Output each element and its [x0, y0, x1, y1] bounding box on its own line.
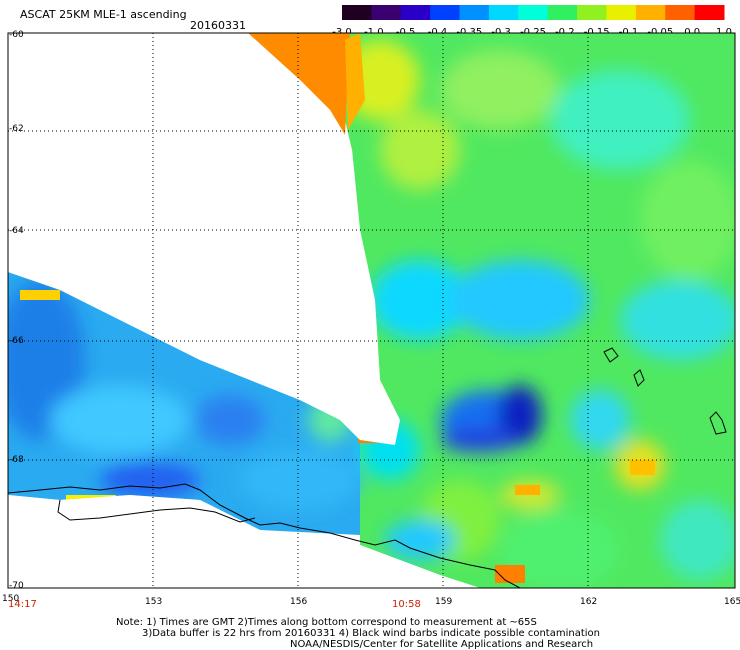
color-scale-segment — [547, 5, 578, 20]
color-scale-segment — [577, 5, 607, 20]
color-scale-bar — [342, 5, 725, 20]
high-value-wedge — [248, 33, 350, 135]
product-date: 20160331 — [190, 19, 246, 32]
data-field — [8, 33, 735, 588]
antarctic-coastline — [8, 483, 521, 588]
color-scale-segment — [518, 5, 549, 20]
lon-label: 159 — [435, 597, 452, 607]
product-title: ASCAT 25KM MLE-1 ascending — [20, 8, 187, 21]
graticule — [8, 33, 735, 588]
lat-label: -70 — [9, 581, 24, 591]
color-scale-segment — [488, 5, 519, 20]
color-scale-segment — [342, 5, 372, 20]
color-scale-segment — [635, 5, 666, 20]
longitude-labels: 150 153 156 159 162 165 — [2, 594, 740, 607]
no-data-gap — [8, 33, 400, 445]
lon-label: 156 — [290, 597, 307, 607]
color-scale-segment — [459, 5, 490, 20]
color-scale-segment — [694, 5, 725, 20]
footnote-line-3: NOAA/NESDIS/Center for Satellite Applica… — [290, 639, 594, 650]
color-scale-segment — [400, 5, 431, 20]
latitude-labels: -60 -62 -64 -66 -68 -70 — [9, 30, 24, 591]
time-label-mid: 10:58 — [392, 599, 421, 610]
lon-label: 150 — [2, 594, 19, 604]
time-label-left: 14:17 — [8, 599, 37, 610]
lat-label: -68 — [9, 455, 24, 465]
color-scale-segment — [606, 5, 637, 20]
color-scale-segment — [665, 5, 696, 20]
lon-label: 153 — [145, 597, 162, 607]
lat-label: -66 — [9, 336, 24, 346]
color-scale-segment — [430, 5, 461, 20]
footnote-line-1: Note: 1) Times are GMT 2)Times along bot… — [116, 617, 537, 628]
lat-label: -64 — [9, 226, 24, 236]
lat-label: -62 — [9, 124, 24, 134]
lon-label: 162 — [580, 597, 597, 607]
lon-label: 165 — [724, 597, 740, 607]
footnote-line-2: 3)Data buffer is 22 hrs from 20160331 4)… — [142, 628, 600, 639]
lat-label: -60 — [9, 30, 24, 40]
color-scale-segment — [371, 5, 402, 20]
plot-border — [7, 32, 736, 589]
island-outline — [603, 347, 727, 435]
